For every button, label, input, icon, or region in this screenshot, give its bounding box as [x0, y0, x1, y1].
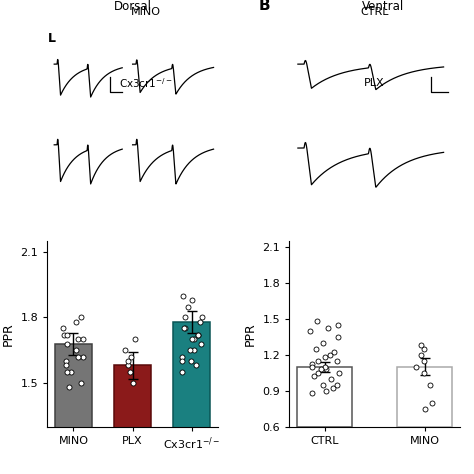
- Point: [182, 314, 189, 321]
- Point: [188, 296, 196, 304]
- Point: [314, 369, 322, 376]
- Point: [63, 368, 71, 376]
- Point: [179, 292, 187, 300]
- Text: PLX: PLX: [364, 78, 385, 88]
- Point: [131, 336, 139, 343]
- Point: [126, 368, 134, 376]
- Point: [128, 353, 135, 361]
- Point: [420, 357, 428, 365]
- Point: [180, 325, 188, 332]
- Point: [420, 345, 428, 353]
- Point: [190, 346, 198, 354]
- Point: [321, 363, 328, 371]
- Point: [190, 336, 198, 343]
- Point: [313, 318, 320, 325]
- Point: [72, 346, 80, 354]
- Point: [412, 363, 419, 371]
- Bar: [114, 365, 151, 474]
- Point: [60, 331, 68, 339]
- Point: [308, 361, 316, 368]
- Point: [319, 381, 327, 389]
- Point: [179, 353, 186, 361]
- Point: [124, 362, 132, 369]
- Point: [63, 362, 70, 369]
- Point: [324, 325, 331, 332]
- Point: [426, 381, 433, 389]
- Point: [310, 373, 318, 380]
- Point: [74, 353, 82, 361]
- Point: [67, 368, 74, 376]
- Point: [322, 365, 329, 373]
- Point: [335, 369, 343, 376]
- Point: [326, 351, 334, 358]
- Bar: [55, 344, 92, 474]
- Point: [428, 399, 436, 406]
- Point: [417, 351, 425, 358]
- Point: [321, 354, 328, 361]
- Point: [187, 346, 194, 354]
- Point: [80, 336, 87, 343]
- Point: [198, 314, 205, 321]
- Bar: [397, 367, 452, 427]
- Point: [334, 333, 341, 341]
- Point: [317, 365, 325, 373]
- Bar: [297, 367, 352, 427]
- Point: [77, 379, 84, 387]
- Point: [308, 389, 316, 397]
- Point: [417, 341, 424, 349]
- Point: [129, 379, 137, 387]
- Point: [314, 357, 321, 365]
- Point: [192, 362, 200, 369]
- Point: [330, 348, 337, 356]
- Point: [308, 363, 315, 371]
- Point: [178, 368, 186, 376]
- Point: [319, 339, 327, 346]
- Point: [72, 318, 79, 326]
- Text: MINO: MINO: [131, 7, 161, 18]
- Point: [64, 340, 71, 347]
- Y-axis label: PPR: PPR: [244, 322, 257, 346]
- Point: [79, 353, 87, 361]
- Bar: [173, 322, 210, 474]
- Text: Ventral: Ventral: [362, 0, 404, 12]
- Point: [421, 405, 429, 412]
- Point: [329, 384, 337, 392]
- Point: [65, 383, 73, 391]
- Text: Dorsal: Dorsal: [114, 0, 152, 12]
- Point: [121, 346, 129, 354]
- Point: [334, 321, 342, 328]
- Point: [194, 331, 201, 339]
- Point: [63, 331, 71, 339]
- Text: CTRL: CTRL: [360, 7, 389, 18]
- Text: L: L: [47, 32, 55, 45]
- Point: [181, 325, 189, 332]
- Point: [333, 357, 341, 365]
- Y-axis label: PPR: PPR: [2, 322, 15, 346]
- Point: [328, 375, 335, 383]
- Point: [178, 357, 186, 365]
- Point: [184, 303, 191, 310]
- Point: [198, 340, 205, 347]
- Point: [74, 336, 82, 343]
- Point: [312, 345, 320, 353]
- Point: [197, 318, 204, 326]
- Point: [124, 357, 132, 365]
- Point: [420, 369, 428, 376]
- Point: [63, 357, 70, 365]
- Text: Cx3cr1$^{-/-}$: Cx3cr1$^{-/-}$: [119, 76, 173, 90]
- Text: B: B: [259, 0, 270, 12]
- Point: [188, 336, 195, 343]
- Point: [322, 387, 330, 394]
- Point: [194, 331, 202, 339]
- Point: [77, 314, 85, 321]
- Point: [187, 357, 195, 365]
- Point: [59, 325, 67, 332]
- Point: [333, 381, 341, 389]
- Point: [307, 327, 314, 335]
